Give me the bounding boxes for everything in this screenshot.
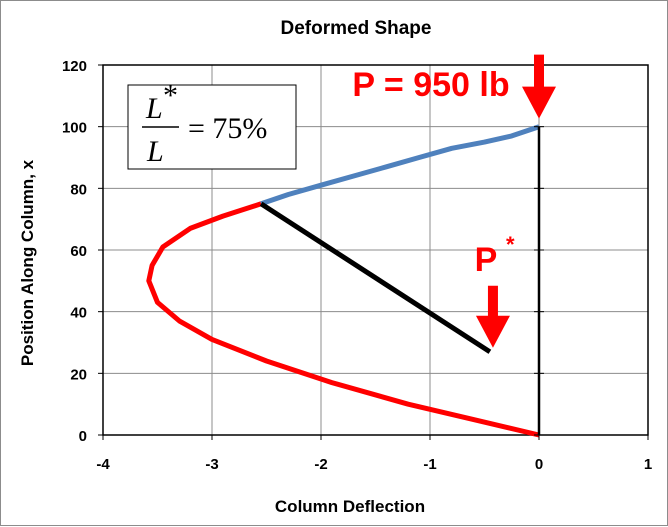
y-tick-label: 100 — [62, 120, 87, 137]
series-line-0 — [146, 201, 540, 438]
data-series — [146, 64, 544, 438]
pstar-label: P — [475, 241, 498, 279]
pstar-arrow — [475, 285, 510, 348]
y-tick-label: 60 — [70, 243, 87, 260]
pstar-superscript: * — [506, 232, 515, 257]
y-tick-label: 0 — [79, 428, 87, 445]
x-axis-title: Column Deflection — [275, 497, 425, 516]
ratio-numerator: L — [145, 92, 163, 125]
x-tick-label: 0 — [535, 456, 543, 473]
ratio-numerator-star: * — [163, 79, 178, 112]
series-line-1 — [260, 124, 540, 207]
x-tick-label: -3 — [205, 456, 218, 473]
ratio-box: L * L = 75% — [127, 79, 297, 170]
x-tick-label: -4 — [96, 456, 110, 473]
ratio-denominator: L — [146, 135, 164, 168]
load-label: P = 950 lb — [352, 66, 509, 104]
x-tick-label: -1 — [423, 456, 436, 473]
y-axis-title: Position Along Column, x — [18, 159, 37, 366]
y-tick-label: 80 — [70, 181, 87, 198]
arrow-shape — [522, 54, 556, 119]
ratio-value: = 75% — [188, 112, 267, 145]
series-line-2 — [259, 201, 492, 354]
chart-title: Deformed Shape — [281, 18, 432, 39]
x-tick-label: -2 — [314, 456, 327, 473]
arrow-shape — [475, 285, 510, 348]
y-tick-label: 40 — [70, 305, 87, 322]
y-tick-label: 120 — [62, 58, 87, 75]
gridlines — [102, 64, 649, 436]
y-tick-label: 20 — [70, 366, 87, 383]
load-arrow — [522, 54, 556, 119]
x-tick-label: 1 — [644, 456, 652, 473]
